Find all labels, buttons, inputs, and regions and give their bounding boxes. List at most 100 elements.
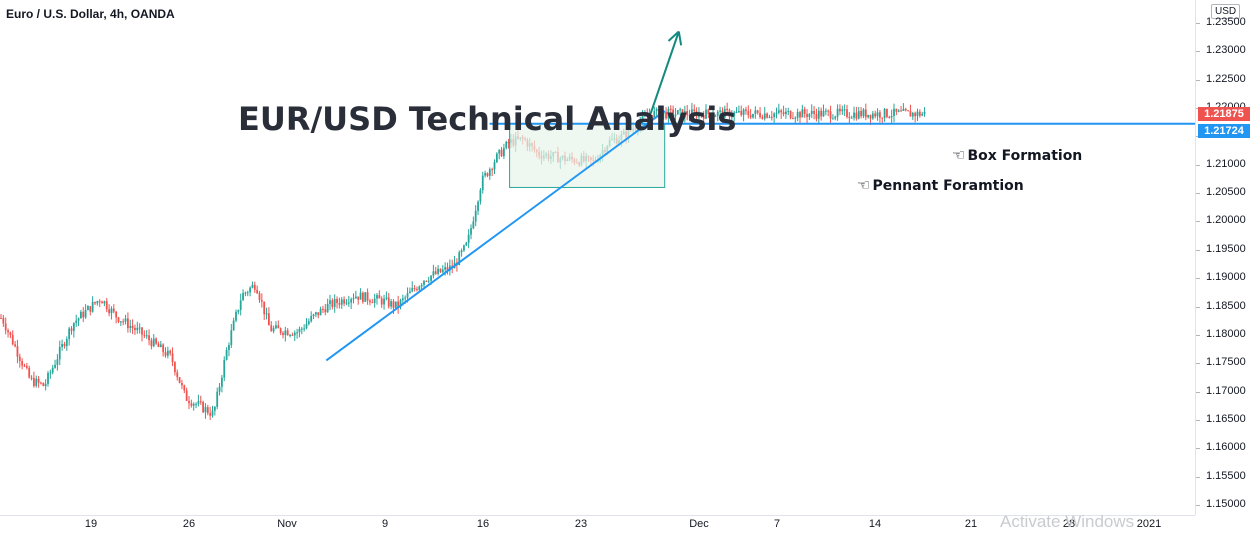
- candle-body: [270, 325, 273, 332]
- price-tick-label: 1.18500: [1206, 299, 1246, 312]
- candle-body: [420, 284, 423, 287]
- price-axis[interactable]: USD 1.235001.230001.225001.220001.215001…: [1195, 0, 1254, 515]
- candle-body: [221, 377, 223, 387]
- arrow-head: [677, 31, 683, 46]
- price-tick-mark: [1196, 476, 1200, 478]
- candle-body: [329, 300, 331, 304]
- candle-body: [291, 334, 294, 336]
- candle-body: [437, 268, 439, 274]
- candle-body: [914, 112, 917, 117]
- candle-body: [888, 116, 891, 118]
- candle-body: [665, 111, 667, 119]
- candle-body: [846, 109, 848, 117]
- candle-body: [0, 317, 2, 319]
- price-tick-label: 1.17000: [1206, 384, 1246, 397]
- candle-body: [822, 110, 825, 117]
- candle-body: [707, 109, 710, 115]
- candle-body: [479, 190, 482, 202]
- candle-body: [115, 311, 118, 318]
- price-tick-label: 1.22500: [1206, 72, 1246, 85]
- candle-body: [813, 110, 815, 114]
- candle-body: [300, 328, 303, 330]
- candle-body: [347, 302, 350, 304]
- candle-body: [263, 301, 266, 315]
- candle-body: [829, 111, 832, 119]
- candle-body: [298, 328, 301, 333]
- candle-body: [315, 312, 317, 315]
- candle-body: [143, 334, 146, 336]
- price-tick-label: 1.15000: [1206, 498, 1246, 510]
- candlestick-series: [0, 102, 926, 420]
- analysis-title: EUR/USD Technical Analysis: [238, 100, 737, 138]
- candle-body: [460, 250, 463, 253]
- candle-body: [305, 324, 308, 329]
- candle-body: [921, 113, 924, 116]
- candle-body: [319, 308, 322, 316]
- candle-body: [28, 367, 31, 378]
- candle-body: [787, 111, 790, 113]
- candle-body: [230, 330, 233, 345]
- candle-body: [49, 372, 52, 374]
- candle-body: [354, 296, 357, 299]
- candle-body: [735, 112, 738, 114]
- candle-body: [385, 297, 388, 299]
- candle-body: [7, 330, 9, 333]
- candle-body: [61, 344, 63, 347]
- candle-body: [185, 390, 188, 401]
- candle-body: [159, 344, 162, 348]
- candle-body: [869, 114, 872, 119]
- candle-body: [698, 113, 700, 118]
- candle-body: [183, 385, 186, 391]
- candle-body: [763, 113, 766, 119]
- candle-body: [801, 109, 804, 118]
- windows-watermark: Activate Windows: [1000, 512, 1135, 531]
- candle-body: [33, 378, 35, 387]
- candle-body: [35, 378, 38, 387]
- candle-body: [352, 298, 355, 300]
- candle-body: [413, 288, 416, 290]
- time-axis[interactable]: 19 26 Nov 9 16 23 Dec 7 14 21 28 2021: [0, 515, 1195, 533]
- candle-body: [777, 110, 780, 113]
- candle-body: [672, 109, 674, 117]
- candle-body: [336, 299, 338, 304]
- candle-body: [256, 289, 259, 294]
- candle-body: [162, 344, 165, 353]
- price-tick-label: 1.19500: [1206, 242, 1246, 255]
- candle-body: [197, 401, 200, 404]
- price-tick-label: 1.16000: [1206, 441, 1246, 454]
- candle-body: [286, 330, 289, 336]
- candle-body: [810, 110, 813, 114]
- candle-body: [648, 114, 651, 117]
- candle-body: [103, 301, 106, 304]
- currency-badge[interactable]: USD: [1211, 4, 1241, 19]
- candle-body: [644, 115, 646, 117]
- price-chart[interactable]: [0, 0, 1195, 515]
- pointing-hand-icon: ☜: [952, 146, 966, 164]
- time-tick-label: 21: [964, 518, 978, 530]
- candle-body: [406, 293, 409, 298]
- candle-body: [249, 287, 251, 293]
- candle-body: [124, 318, 127, 322]
- candle-body: [277, 325, 280, 329]
- candle-body: [359, 292, 362, 300]
- candle-body: [98, 301, 101, 303]
- candle-body: [279, 328, 282, 333]
- candle-body: [834, 116, 837, 119]
- price-tick-label: 1.18000: [1206, 327, 1246, 340]
- candle-body: [472, 221, 475, 229]
- price-tick-mark: [1196, 193, 1200, 195]
- candle-body: [730, 116, 733, 118]
- candle-body: [232, 320, 235, 331]
- candle-body: [709, 114, 712, 118]
- candle-body: [505, 141, 508, 149]
- candle-body: [916, 111, 919, 117]
- candle-body: [178, 377, 181, 383]
- candle-body: [56, 359, 59, 365]
- time-tick-label: 2021: [1136, 518, 1162, 530]
- ascending-trendline[interactable]: [325, 110, 666, 362]
- candle-body: [211, 410, 214, 416]
- candle-body: [770, 116, 773, 118]
- candle-body: [667, 108, 670, 119]
- time-tick-label: Nov: [277, 518, 297, 530]
- candle-body: [138, 327, 141, 329]
